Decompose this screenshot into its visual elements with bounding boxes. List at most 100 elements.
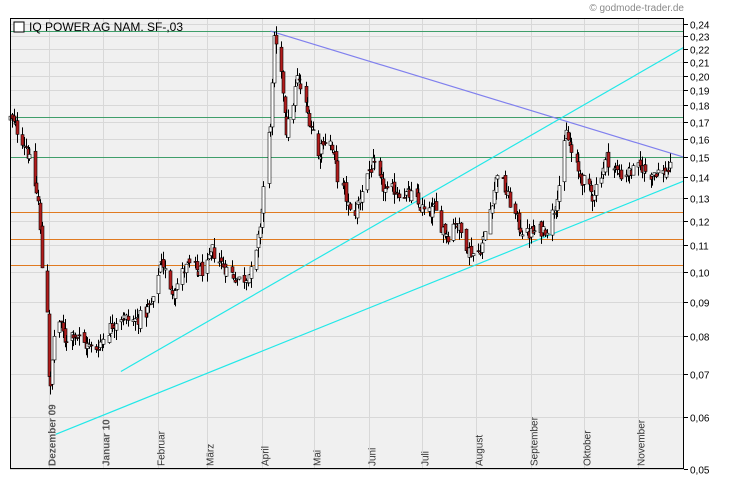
trend-line	[120, 46, 685, 373]
candle-body	[309, 126, 314, 128]
candle-body	[195, 261, 200, 271]
candle-body	[518, 227, 523, 233]
candle-body	[444, 233, 449, 237]
trend-line	[55, 180, 685, 435]
candle-body	[480, 242, 485, 253]
candle-body	[200, 261, 205, 277]
candle-body	[631, 165, 636, 176]
y-tick-label: 0,10	[690, 269, 710, 280]
candle-body	[606, 151, 611, 168]
candle-body	[98, 341, 103, 348]
x-axis-month-labels: Dezember 09 Januar 10 Februar März April Mai J…	[48, 404, 648, 466]
candle-body	[121, 319, 126, 321]
x-month-label: März	[206, 444, 217, 466]
candle-body	[451, 223, 456, 241]
candle-body	[291, 104, 296, 120]
y-tick-label: 0,12	[690, 218, 710, 229]
candle-body	[175, 283, 180, 290]
x-month-label: Juli	[421, 451, 432, 466]
candle-body	[562, 140, 567, 183]
candle-body	[212, 247, 217, 259]
candle-body	[369, 169, 374, 173]
candle-body	[254, 249, 259, 270]
candle-body	[619, 169, 624, 180]
candle-body	[52, 336, 57, 361]
candle-body	[168, 270, 173, 290]
candle-body	[114, 323, 119, 331]
candle-body	[151, 296, 156, 302]
candle-body	[385, 186, 390, 189]
candle-body	[184, 263, 189, 274]
candle-body	[170, 290, 175, 295]
candle-body	[311, 129, 316, 132]
candle-body	[274, 34, 279, 45]
candle-body	[656, 169, 661, 174]
candle-body	[430, 206, 435, 218]
x-month-label: Juni	[368, 448, 379, 466]
candle-body	[50, 359, 55, 385]
x-month-label: September	[530, 416, 541, 466]
candle-body	[96, 348, 101, 351]
candle-body	[304, 85, 309, 103]
candle-body	[101, 339, 106, 345]
chart-title: IQ POWER AG NAM. SF-,03	[29, 20, 183, 34]
candle-body	[668, 161, 673, 169]
title-square-icon	[13, 21, 25, 33]
candle-body	[36, 196, 41, 202]
candle-body	[550, 209, 555, 236]
candle-body	[476, 250, 481, 252]
candle-body	[272, 35, 277, 84]
candle-body	[643, 164, 648, 172]
candle-body	[603, 159, 608, 173]
candle-body	[224, 267, 229, 277]
candle-body	[261, 186, 266, 214]
trend-lines	[55, 30, 685, 435]
candle-body	[599, 177, 604, 184]
candle-body	[532, 230, 537, 233]
candle-body	[180, 268, 185, 285]
candle-body	[434, 201, 439, 211]
candle-body	[237, 276, 242, 280]
candle-body	[383, 188, 388, 193]
candle-body	[15, 120, 20, 135]
y-tick-label: 0,08	[690, 333, 710, 344]
candle-body	[666, 169, 671, 173]
candles	[8, 26, 673, 395]
candle-body	[402, 197, 407, 199]
candle-body	[328, 140, 333, 146]
x-month-label: August	[475, 435, 486, 466]
candle-body	[344, 182, 349, 202]
candle-body	[348, 203, 353, 210]
candle-body	[404, 191, 409, 196]
candle-body	[615, 165, 620, 171]
candle-body	[589, 184, 594, 193]
trend-line	[270, 30, 685, 158]
candle-body	[298, 83, 303, 90]
candle-body	[217, 261, 222, 264]
candle-body	[268, 126, 273, 133]
candle-body	[89, 344, 94, 347]
candle-body	[230, 266, 235, 273]
candle-body	[557, 185, 562, 202]
y-tick-label: 0,09	[690, 299, 710, 310]
candle-body	[439, 210, 444, 233]
y-tick-label: 0,13	[690, 195, 710, 206]
candle-body	[397, 193, 402, 198]
candle-body	[27, 154, 32, 159]
candle-body	[173, 290, 178, 299]
candle-body	[443, 223, 448, 234]
candle-body	[520, 234, 525, 237]
y-tick-label: 0,22	[690, 46, 710, 57]
y-tick-label: 0,11	[690, 242, 709, 253]
candle-body	[233, 279, 238, 283]
candle-body	[495, 175, 500, 180]
x-month-label: November	[637, 419, 648, 466]
candle-body	[163, 268, 168, 271]
candle-body	[379, 174, 384, 178]
candle-body	[464, 228, 469, 251]
candle-body	[279, 46, 284, 72]
candle-body	[57, 321, 62, 333]
candle-body	[281, 71, 286, 94]
candle-body	[149, 303, 154, 305]
